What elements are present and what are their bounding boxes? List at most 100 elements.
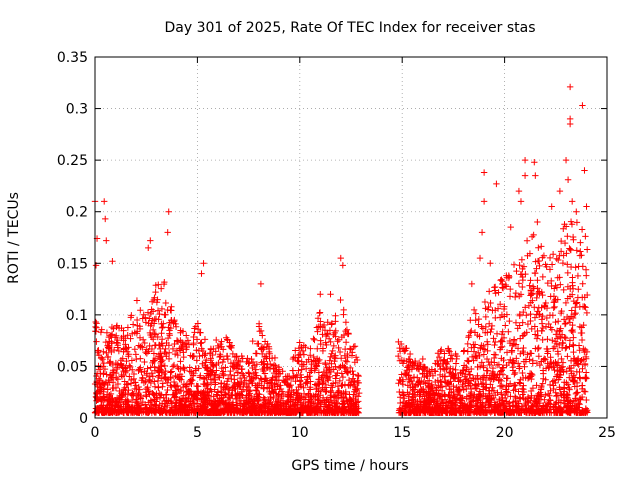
data-point (488, 325, 495, 333)
data-point (158, 375, 165, 382)
data-point (446, 369, 453, 377)
data-point (550, 382, 557, 389)
data-point (263, 355, 270, 362)
data-point (580, 345, 587, 352)
data-point (460, 386, 467, 393)
data-point (539, 291, 546, 299)
data-point (581, 167, 588, 174)
data-point (282, 379, 289, 386)
data-point (143, 350, 151, 357)
data-point (196, 329, 204, 336)
data-point (268, 355, 276, 362)
data-point (173, 399, 180, 406)
data-point (353, 399, 361, 406)
data-point (117, 399, 124, 406)
data-point (190, 339, 197, 347)
data-point (347, 346, 355, 353)
data-point (174, 338, 182, 345)
data-point (583, 396, 590, 404)
data-point (554, 350, 562, 358)
data-point (580, 356, 587, 363)
data-point (173, 337, 181, 344)
data-point (162, 367, 169, 375)
data-point (396, 348, 404, 355)
data-point (543, 314, 551, 322)
data-point (552, 282, 559, 289)
data-point (123, 348, 131, 355)
data-point (544, 350, 551, 357)
data-point (207, 350, 214, 357)
data-point (317, 318, 324, 325)
data-point (402, 403, 410, 410)
data-point (560, 404, 568, 411)
data-point (434, 357, 441, 365)
data-point (203, 356, 210, 364)
data-point (546, 266, 554, 273)
data-point (235, 362, 242, 370)
data-point (180, 365, 188, 372)
data-point (124, 324, 132, 331)
data-point (254, 384, 261, 391)
data-point (511, 293, 519, 301)
data-point (549, 378, 556, 385)
data-point (219, 369, 226, 377)
data-point (167, 374, 174, 382)
data-point (178, 395, 186, 402)
data-point (542, 323, 550, 330)
data-point (133, 297, 141, 304)
data-point (522, 374, 529, 381)
data-point (494, 407, 502, 414)
data-point (116, 394, 123, 402)
data-point (299, 407, 306, 415)
data-point (327, 338, 334, 346)
data-point (566, 374, 573, 381)
data-point (533, 294, 540, 302)
data-point (151, 378, 158, 385)
data-point (239, 409, 246, 417)
data-point (93, 338, 100, 345)
data-point (551, 303, 558, 311)
data-point (562, 320, 569, 327)
data-point (306, 352, 314, 359)
data-point (486, 361, 493, 369)
data-point (293, 386, 300, 394)
data-point (338, 333, 346, 341)
data-point (110, 401, 118, 409)
data-point (174, 382, 181, 390)
data-point (333, 400, 341, 407)
data-point (487, 260, 494, 267)
data-point (314, 409, 321, 416)
data-point (164, 229, 171, 236)
data-point (542, 376, 549, 383)
data-point (416, 388, 423, 395)
plot-frame (94, 56, 608, 419)
data-point (264, 361, 271, 368)
data-point (109, 258, 116, 265)
data-point (543, 406, 550, 414)
data-point (547, 324, 554, 331)
data-point (543, 304, 551, 312)
data-point (201, 336, 209, 343)
data-point (268, 382, 275, 390)
data-point (314, 315, 322, 322)
data-point (502, 322, 509, 329)
data-point (529, 297, 536, 304)
data-point (554, 318, 562, 325)
data-point (260, 385, 267, 392)
data-point (468, 353, 476, 361)
data-point (486, 374, 493, 381)
data-point (169, 409, 176, 416)
data-point (419, 393, 426, 400)
data-point (478, 359, 485, 366)
data-point (567, 357, 575, 364)
data-point (125, 353, 132, 360)
data-point (265, 343, 273, 350)
data-point (348, 398, 355, 405)
data-point (104, 353, 112, 361)
data-point (522, 304, 529, 311)
data-point (463, 366, 471, 373)
data-point (567, 364, 575, 372)
data-point (110, 325, 117, 332)
data-point (269, 374, 276, 381)
